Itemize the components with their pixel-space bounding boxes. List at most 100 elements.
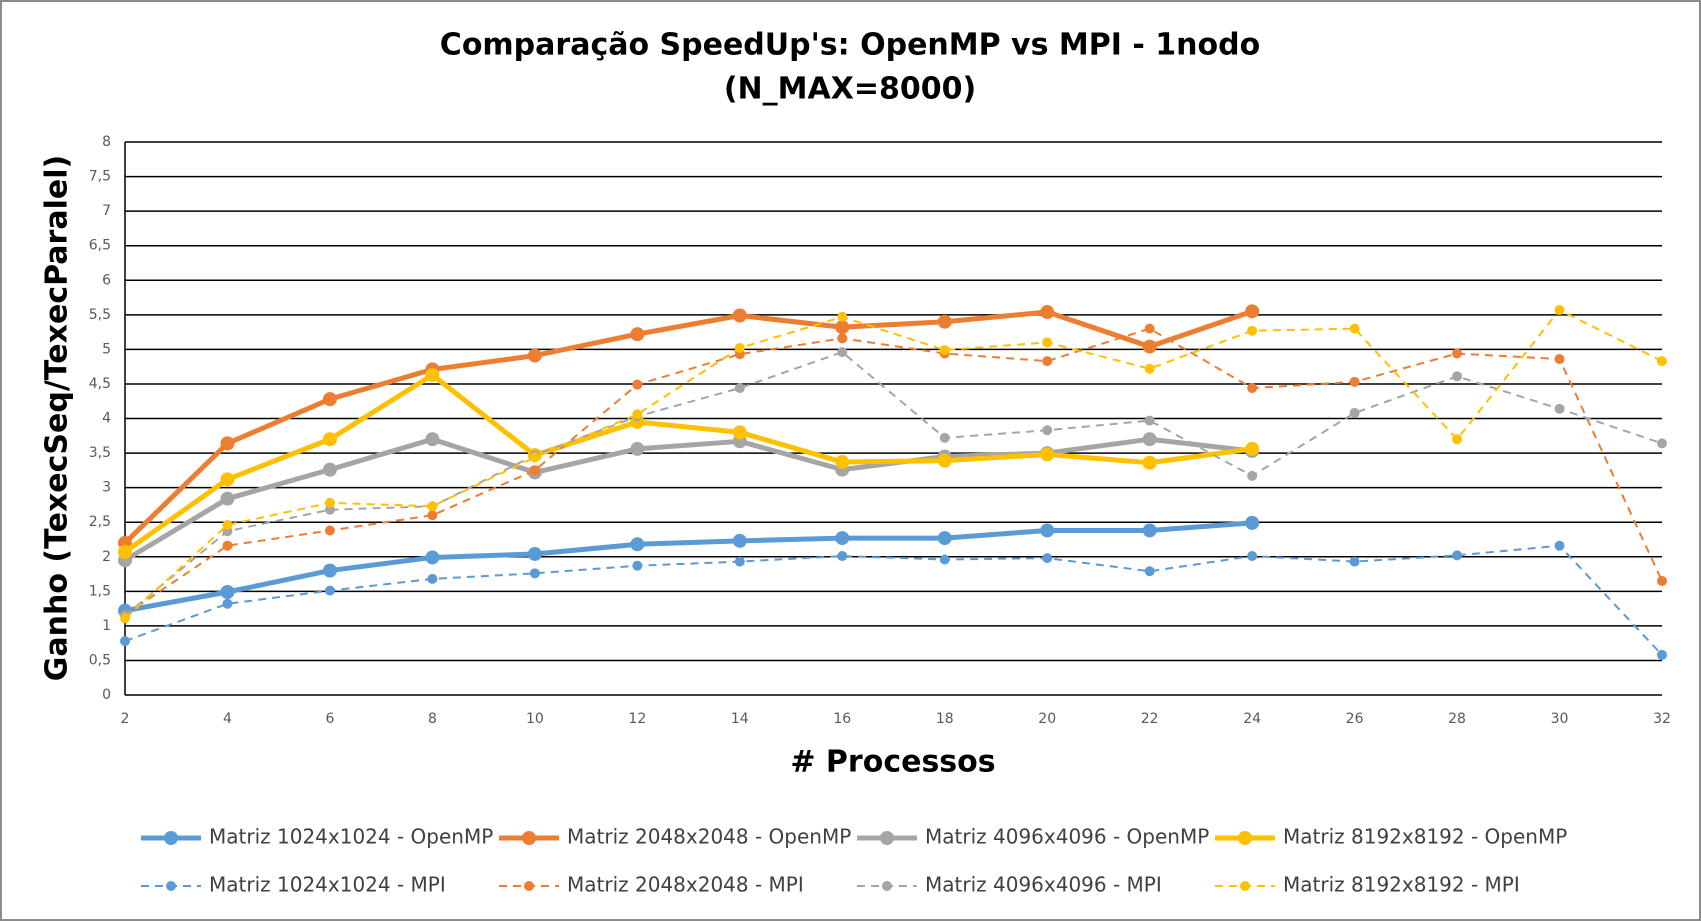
point [118,544,132,559]
point [1657,575,1667,586]
legend-label: Matriz 1024x1024 - MPI [209,873,446,897]
point [1657,356,1667,367]
point [1042,425,1053,436]
y-axis-label: Ganho (TexecSeq/TexecParalel) [40,155,75,681]
y-tick-label: 3 [102,480,111,496]
x-tick-label: 8 [428,711,437,727]
y-tick-label: 4 [102,411,111,427]
point [529,465,540,476]
legend-label: Matriz 4096x4096 - OpenMP [925,825,1209,849]
point [425,367,440,382]
point [1040,305,1055,320]
point [120,636,130,647]
point [835,455,850,470]
point [632,409,643,420]
point [837,311,848,322]
point [1349,556,1360,567]
point [1144,566,1155,577]
x-tick-label: 26 [1346,711,1364,727]
point [222,519,233,530]
y-tick-label: 6,5 [89,238,111,254]
point [632,560,643,571]
series-line [124,351,1663,617]
x-tick-label: 14 [731,711,749,727]
point [1349,407,1360,418]
point [837,347,848,358]
point [427,573,438,584]
point [732,533,747,548]
point [837,333,848,344]
point [1554,304,1565,315]
legend-label: Matriz 2048x2048 - OpenMP [567,825,851,849]
y-tick-label: 1 [102,618,111,634]
point [1247,551,1258,562]
point [220,436,235,451]
point [1142,339,1157,354]
y-tick-label: 0,5 [89,652,111,668]
point [1247,383,1258,394]
x-tick-label: 30 [1551,711,1569,727]
x-tick-label: 6 [325,711,334,727]
y-tick-label: 8 [102,134,111,150]
point [1144,415,1155,426]
point [630,441,645,456]
legend-marker [1238,831,1252,845]
point [1349,376,1360,387]
y-tick-label: 3,5 [89,445,111,461]
point [324,585,335,596]
point [529,452,540,463]
point [1042,337,1053,348]
legend-label: Matriz 4096x4096 - MPI [925,873,1162,897]
point [632,379,643,390]
point [1452,371,1463,382]
point [939,345,950,356]
legend-marker [164,831,178,845]
point [1040,523,1055,538]
point [630,327,645,342]
point [324,525,335,536]
point [324,497,335,508]
point [939,554,950,565]
point [222,598,233,609]
legend-marker [1240,881,1250,891]
point [220,472,235,487]
y-tick-label: 7 [102,203,111,219]
series-line [124,544,1663,656]
point [835,531,850,546]
legend-marker [524,881,534,891]
point [425,550,440,565]
x-tick-label: 4 [223,711,232,727]
point [425,432,440,447]
point [1245,304,1260,319]
point [1042,356,1053,367]
legend-label: Matriz 1024x1024 - OpenMP [209,825,493,849]
y-tick-label: 1,5 [89,583,111,599]
x-tick-label: 20 [1038,711,1056,727]
y-tick-label: 5,5 [89,307,111,323]
x-tick-label: 2 [121,711,130,727]
y-tick-label: 4,5 [89,376,111,392]
legend-marker [882,881,892,891]
point [1142,432,1157,447]
point [527,348,542,363]
legend-marker [880,831,894,845]
point [732,425,747,440]
x-tick-label: 24 [1243,711,1261,727]
legend-marker [166,881,176,891]
point [1452,550,1463,561]
x-tick-label: 18 [936,711,954,727]
point [1452,348,1463,359]
point [322,462,337,477]
point [1245,441,1260,456]
x-tick-label: 28 [1448,711,1466,727]
point [734,383,745,394]
point [322,563,337,578]
point [1349,323,1360,334]
point [1554,403,1565,414]
point [220,585,235,600]
y-tick-label: 5 [102,341,111,357]
point [732,308,747,323]
point [222,540,233,551]
point [1247,470,1258,481]
